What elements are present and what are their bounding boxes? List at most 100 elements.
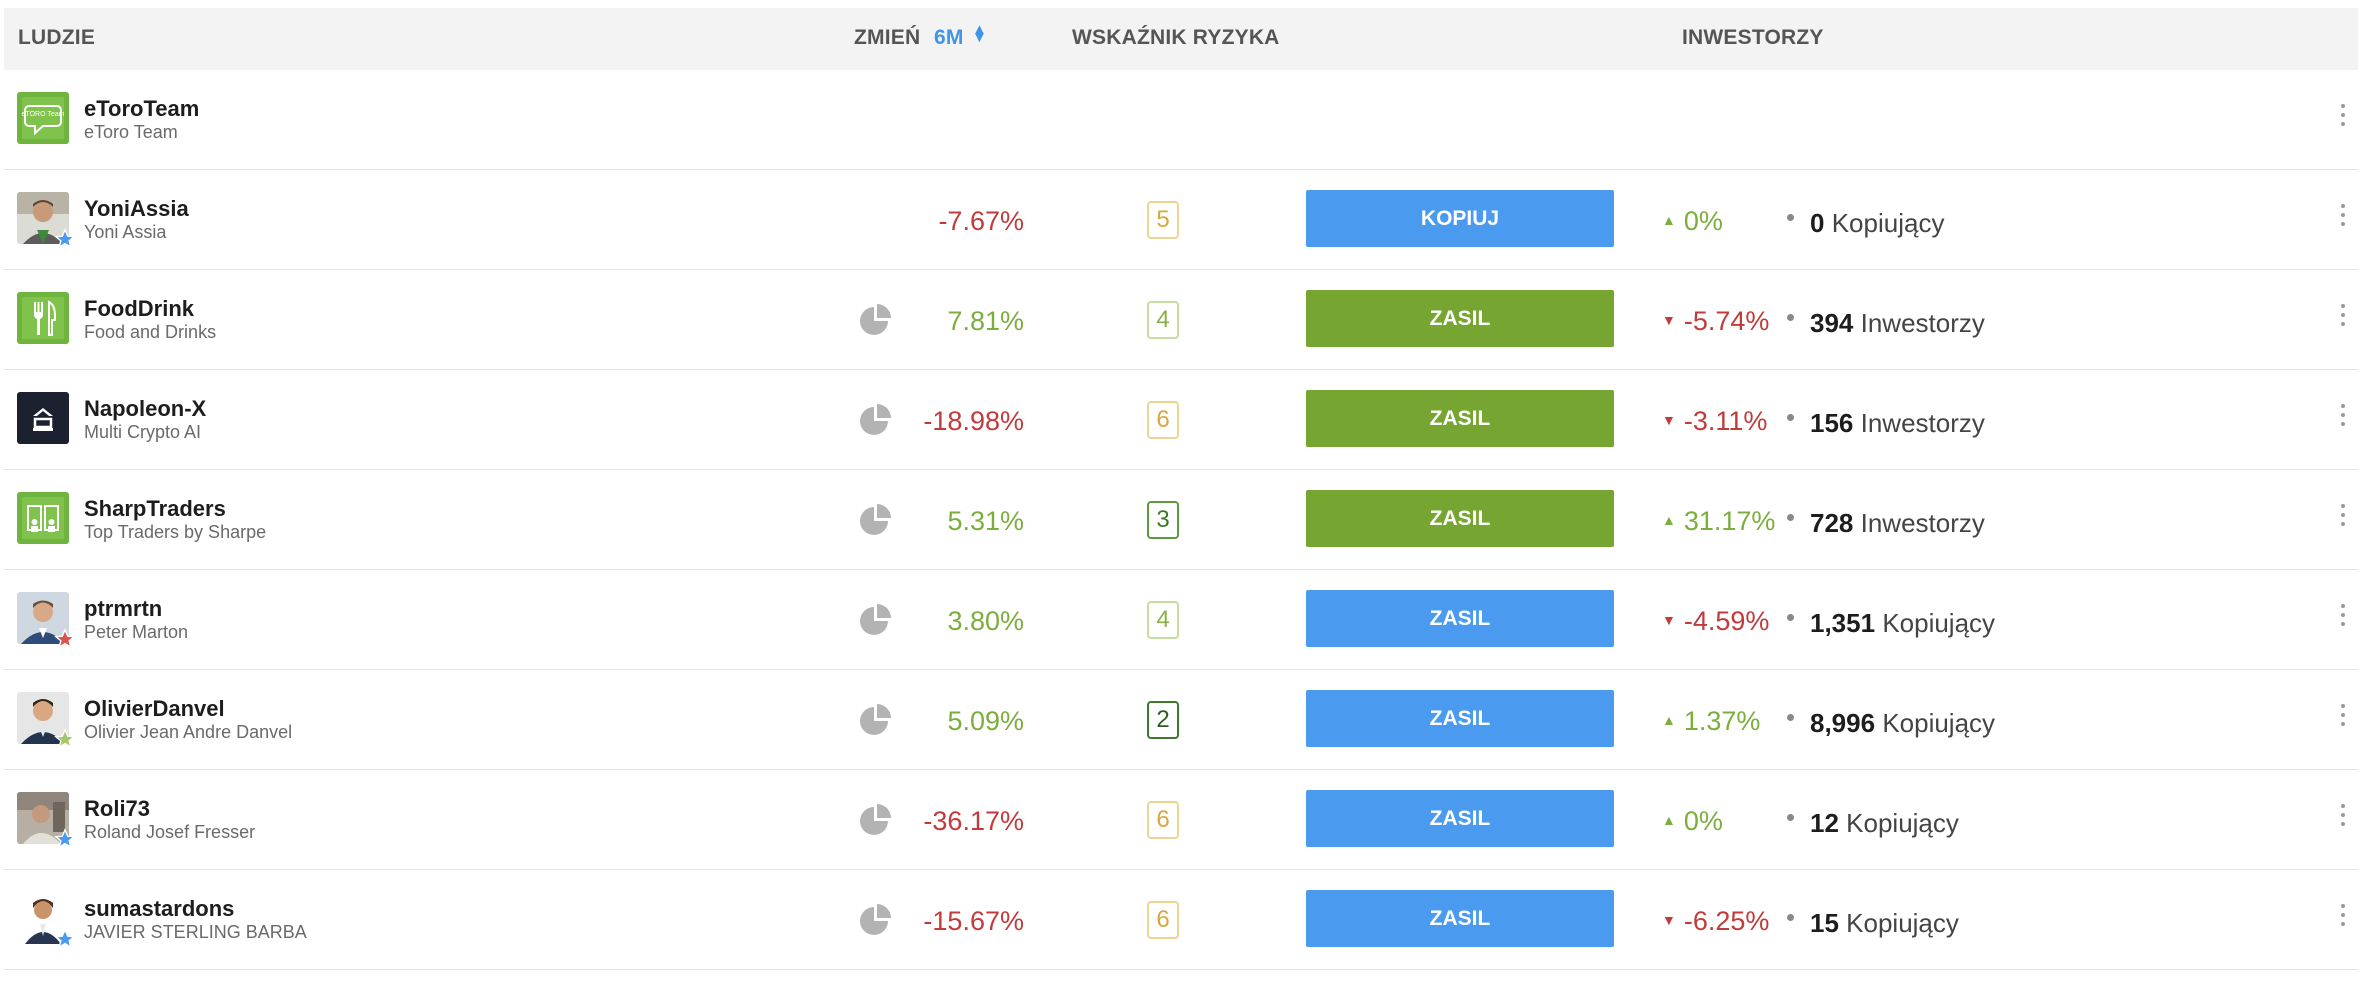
people-table: eTORO Team eToroTeam eToro Team YoniAssi…: [4, 70, 2358, 970]
count-value: 394: [1810, 308, 1854, 338]
avatar[interactable]: [17, 492, 69, 544]
bullet-separator: [1787, 514, 1794, 521]
period-selector[interactable]: 6M: [934, 26, 964, 49]
table-row[interactable]: SharpTraders Top Traders by Sharpe 5.31%…: [4, 470, 2358, 570]
count-label: Kopiujący: [1882, 608, 1996, 638]
invest-button[interactable]: ZASIL: [1306, 590, 1614, 647]
bullet-separator: [1787, 314, 1794, 321]
avatar[interactable]: [17, 392, 69, 444]
invest-button[interactable]: ZASIL: [1306, 390, 1614, 447]
full-name: Peter Marton: [84, 622, 189, 642]
investors-trend: ▲ 0%: [1662, 806, 1723, 837]
invest-button[interactable]: ZASIL: [1306, 690, 1614, 747]
trend-down-icon: ▼: [1662, 611, 1676, 628]
username[interactable]: sumastardons: [84, 896, 235, 921]
invest-button[interactable]: ZASIL: [1306, 890, 1614, 947]
popular-investor-star-icon: [54, 728, 76, 750]
bullet-separator: [1787, 214, 1794, 221]
more-options-icon[interactable]: [2339, 104, 2347, 134]
trend-value: 0%: [1683, 806, 1723, 836]
more-options-icon[interactable]: [2339, 504, 2347, 534]
pie-chart-icon[interactable]: [856, 703, 892, 739]
column-header-people[interactable]: LUDZIE: [18, 26, 96, 49]
avatar[interactable]: [17, 692, 69, 744]
pie-chart-icon[interactable]: [856, 903, 892, 939]
investors-count: 394 Inwestorzy: [1810, 308, 1985, 339]
pie-chart-icon[interactable]: [856, 803, 892, 839]
avatar[interactable]: [17, 292, 69, 344]
username[interactable]: ptrmrtn: [84, 596, 163, 621]
change-6m-value: 5.31%: [947, 506, 1024, 536]
avatar[interactable]: [17, 592, 69, 644]
table-row[interactable]: ptrmrtn Peter Marton 3.80% 4 ZASIL ▼ -4.5…: [4, 570, 2358, 670]
full-name: JAVIER STERLING BARBA: [84, 922, 307, 942]
username[interactable]: FoodDrink: [84, 296, 194, 321]
table-row[interactable]: OlivierDanvel Olivier Jean Andre Danvel …: [4, 670, 2358, 770]
risk-score-badge: 4: [1147, 601, 1179, 639]
avatar[interactable]: [17, 792, 69, 844]
more-options-icon[interactable]: [2339, 304, 2347, 334]
full-name: eToro Team: [84, 122, 178, 142]
trend-value: -4.59%: [1683, 606, 1770, 636]
invest-button[interactable]: ZASIL: [1306, 790, 1614, 847]
copy-button[interactable]: KOPIUJ: [1306, 190, 1614, 247]
table-row[interactable]: YoniAssia Yoni Assia -7.67% 5 KOPIUJ ▲ 0%…: [4, 170, 2358, 270]
username[interactable]: SharpTraders: [84, 496, 226, 521]
full-name: Roland Josef Fresser: [84, 822, 256, 842]
sort-icon[interactable]: ▲ ▼: [972, 21, 988, 46]
table-row[interactable]: FoodDrink Food and Drinks 7.81% 4 ZASIL …: [4, 270, 2358, 370]
avatar[interactable]: [17, 192, 69, 244]
investors-trend: ▼ -6.25%: [1662, 906, 1769, 937]
trend-value: 0%: [1683, 206, 1723, 236]
username[interactable]: Napoleon-X: [84, 396, 207, 421]
avatar[interactable]: eTORO Team: [17, 92, 69, 144]
change-6m-value: 3.80%: [947, 606, 1024, 636]
count-value: 0: [1810, 208, 1825, 238]
more-options-icon[interactable]: [2339, 604, 2347, 634]
trend-value: 31.17%: [1683, 506, 1776, 536]
count-value: 12: [1810, 808, 1839, 838]
count-label: Kopiujący: [1846, 908, 1959, 938]
pie-chart-icon[interactable]: [856, 603, 892, 639]
more-options-icon[interactable]: [2339, 804, 2347, 834]
investors-trend: ▼ -3.11%: [1662, 406, 1767, 437]
column-header-risk-score[interactable]: WSKAŹNIK RYZYKA: [1072, 26, 1280, 49]
investors-trend: ▼ -5.74%: [1662, 306, 1769, 337]
more-options-icon[interactable]: [2339, 704, 2347, 734]
pie-chart-icon[interactable]: [856, 403, 892, 439]
column-header-change[interactable]: ZMIEŃ: [854, 26, 921, 49]
pie-chart-icon[interactable]: [856, 303, 892, 339]
table-row[interactable]: eTORO Team eToroTeam eToro Team: [4, 70, 2358, 170]
more-options-icon[interactable]: [2339, 204, 2347, 234]
trend-up-icon: ▲: [1662, 811, 1676, 828]
trend-value: 1.37%: [1683, 706, 1761, 736]
count-value: 15: [1810, 908, 1839, 938]
more-options-icon[interactable]: [2339, 904, 2347, 934]
count-label: Kopiujący: [1831, 208, 1945, 238]
username[interactable]: OlivierDanvel: [84, 696, 225, 721]
investors-count: 156 Inwestorzy: [1810, 408, 1985, 439]
avatar[interactable]: [17, 892, 69, 944]
username[interactable]: Roli73: [84, 796, 151, 821]
more-options-icon[interactable]: [2339, 404, 2347, 434]
investors-trend: ▲ 0%: [1662, 206, 1723, 237]
trend-up-icon: ▲: [1662, 511, 1676, 528]
popular-investor-star-icon: [54, 628, 76, 650]
trend-value: -3.11%: [1683, 406, 1768, 436]
invest-button[interactable]: ZASIL: [1306, 490, 1614, 547]
invest-button[interactable]: ZASIL: [1306, 290, 1614, 347]
followers-count: 0 Kopiujący: [1810, 208, 1944, 239]
column-header-investors[interactable]: INWESTORZY: [1682, 26, 1824, 49]
change-6m-value: -15.67%: [923, 906, 1024, 936]
table-row[interactable]: sumastardons JAVIER STERLING BARBA -15.6…: [4, 870, 2358, 970]
count-label: Kopiujący: [1882, 708, 1996, 738]
username[interactable]: eToroTeam: [84, 96, 200, 121]
risk-score-badge: 6: [1147, 901, 1179, 939]
table-row[interactable]: Napoleon-X Multi Crypto AI -18.98% 6 ZAS…: [4, 370, 2358, 470]
pie-chart-icon[interactable]: [856, 503, 892, 539]
trend-down-icon: ▼: [1662, 311, 1676, 328]
username[interactable]: YoniAssia: [84, 196, 189, 221]
table-row[interactable]: Roli73 Roland Josef Fresser -36.17% 6 ZA…: [4, 770, 2358, 870]
trend-up-icon: ▲: [1662, 211, 1676, 228]
